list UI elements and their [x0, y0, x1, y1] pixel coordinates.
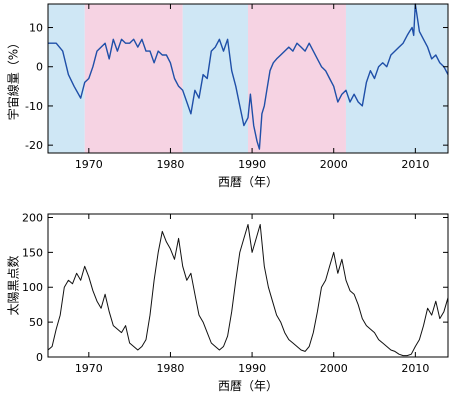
- x-tick-label: 2010: [401, 158, 429, 171]
- cosmic-ray-chart: 10 0 -10 -20 1970 1980 1990 2000 2010 西暦（年） 宇宙線…: [6, 3, 449, 189]
- y-tick-label: 100: [22, 281, 43, 294]
- y-axis-label: 太陽黒点数: [6, 255, 21, 315]
- y-ticks: 10 0 -10 -20: [25, 22, 448, 152]
- x-tick-label: 1990: [238, 158, 266, 171]
- sunspot-series-line: [47, 224, 449, 357]
- plot-frame: [47, 3, 449, 154]
- x-ticks: 1970 1980 1990 2000 2010: [75, 214, 429, 375]
- y-tick-label: 10: [29, 22, 43, 35]
- phase-band: [345, 4, 448, 153]
- y-tick-label: 50: [29, 316, 43, 329]
- y-ticks: 200 150 100 50 0: [22, 211, 448, 364]
- phase-band: [48, 4, 85, 153]
- y-tick-label: 150: [22, 246, 43, 259]
- y-tick-label: -20: [25, 139, 43, 152]
- phase-bands: [48, 4, 448, 153]
- y-tick-label: 0: [36, 351, 43, 364]
- x-axis-label: 西暦（年）: [218, 379, 278, 393]
- y-axis-label: 宇宙線量（%）: [6, 37, 21, 120]
- x-tick-label: 2000: [320, 158, 348, 171]
- x-tick-label: 1970: [75, 362, 103, 375]
- y-tick-label: 200: [22, 211, 43, 224]
- phase-band: [84, 4, 183, 153]
- x-tick-label: 2010: [401, 362, 429, 375]
- y-tick-label: 0: [36, 61, 43, 74]
- x-tick-label: 1990: [238, 362, 266, 375]
- plot-frame: [47, 213, 449, 358]
- phase-band: [248, 4, 346, 153]
- cosmic-ray-series-line: [48, 3, 449, 150]
- x-tick-label: 1970: [75, 158, 103, 171]
- x-tick-label: 2000: [320, 362, 348, 375]
- x-ticks: 1970 1980 1990 2000 2010: [75, 4, 429, 171]
- x-axis-label: 西暦（年）: [218, 175, 278, 189]
- x-tick-label: 1980: [156, 158, 184, 171]
- phase-band: [182, 4, 248, 153]
- x-tick-label: 1980: [156, 362, 184, 375]
- y-tick-label: -10: [25, 100, 43, 113]
